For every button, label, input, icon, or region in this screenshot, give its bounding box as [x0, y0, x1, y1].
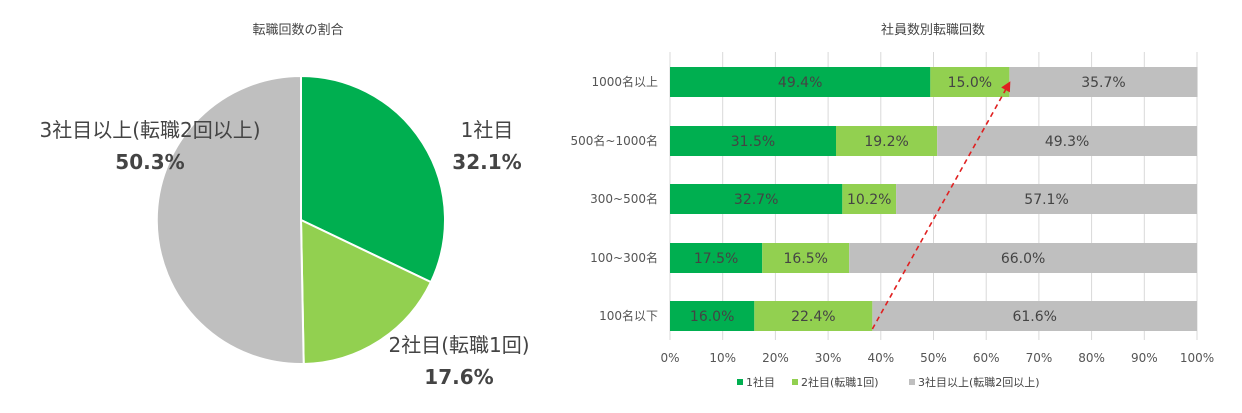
bar-segment [762, 243, 850, 273]
bar-value-label: 19.2% [864, 134, 908, 150]
x-tick-label: 60% [973, 351, 1000, 365]
pie-slice-label: 1社目 [461, 118, 514, 142]
x-tick-label: 90% [1131, 351, 1158, 365]
bar-segment [849, 243, 1197, 273]
bar-segment [1009, 67, 1198, 97]
x-tick-label: 50% [920, 351, 947, 365]
pie-chart-title: 転職回数の割合 [252, 22, 343, 38]
trend-arrow [871, 81, 1011, 330]
bar-segment [670, 126, 836, 156]
y-category-label: 300~500名 [590, 191, 658, 206]
legend-label: 3社目以上(転職2回以上) [918, 375, 1040, 389]
pie-chart: 1社目 32.1% 2社目(転職1回) 17.6% 3社目以上(転職2回以上) 50.3% [39, 74, 530, 389]
bar-segment [670, 243, 763, 273]
y-category-label: 100~300名 [590, 250, 658, 265]
pie-slice-label: 2社目(転職1回) [388, 333, 529, 357]
bar-segment [872, 301, 1197, 331]
bar-segment [896, 184, 1197, 214]
bar-value-label: 15.0% [948, 75, 992, 91]
bar-value-label: 32.7% [734, 192, 778, 208]
pie-slice [155, 74, 305, 365]
pie-slice-percent: 32.1% [452, 150, 521, 174]
pie-slice [299, 218, 433, 365]
pie-slice-label: 3社目以上(転職2回以上) [39, 118, 260, 142]
bar-value-label: 17.5% [694, 251, 738, 267]
bar-segment [842, 184, 897, 214]
bar-value-label: 31.5% [731, 134, 775, 150]
x-tick-label: 10% [709, 351, 736, 365]
legend-label: 1社目 [746, 375, 775, 389]
bar-value-label: 61.6% [1012, 309, 1056, 325]
bar-value-label: 57.1% [1024, 192, 1068, 208]
y-category-label: 100名以下 [599, 308, 658, 323]
stacked-bar-chart: 0% 10% 20% 30% 40% 50% 60% 70% 80% 90% 100% 1000名以上… [571, 52, 1214, 365]
legend-swatch [792, 379, 798, 385]
x-tick-label: 0% [660, 351, 679, 365]
bar-value-label: 16.5% [783, 251, 827, 267]
pie-slice-percent: 17.6% [424, 365, 493, 389]
bar-segment [754, 301, 873, 331]
bar-chart-title: 社員数別転職回数 [881, 22, 985, 38]
x-tick-label: 80% [1078, 351, 1105, 365]
x-tick-label: 20% [762, 351, 789, 365]
bar-segment [930, 67, 1010, 97]
y-category-label: 1000名以上 [591, 74, 658, 89]
x-tick-label: 30% [815, 351, 842, 365]
x-tick-label: 70% [1026, 351, 1053, 365]
x-tick-label: 40% [867, 351, 894, 365]
pie-slice [300, 74, 446, 284]
bar-value-label: 49.3% [1045, 134, 1089, 150]
bar-value-label: 35.7% [1081, 75, 1125, 91]
bar-segment [670, 184, 843, 214]
bar-segment [670, 67, 931, 97]
bar-value-label: 22.4% [791, 309, 835, 325]
legend-swatch [737, 379, 743, 385]
bar-value-label: 10.2% [847, 192, 891, 208]
x-tick-label: 100% [1180, 351, 1214, 365]
bar-value-label: 66.0% [1001, 251, 1045, 267]
bar-segment [670, 301, 755, 331]
chart-legend: 1社目 2社目(転職1回) 3社目以上(転職2回以上) [737, 375, 1040, 389]
bar-value-label: 49.4% [778, 75, 822, 91]
bar-segment [836, 126, 938, 156]
pie-slice-percent: 50.3% [115, 150, 184, 174]
legend-label: 2社目(転職1回) [801, 375, 879, 389]
bar-segment [937, 126, 1197, 156]
bar-value-label: 16.0% [690, 309, 734, 325]
y-category-label: 500名~1000名 [571, 133, 659, 148]
legend-swatch [909, 379, 915, 385]
